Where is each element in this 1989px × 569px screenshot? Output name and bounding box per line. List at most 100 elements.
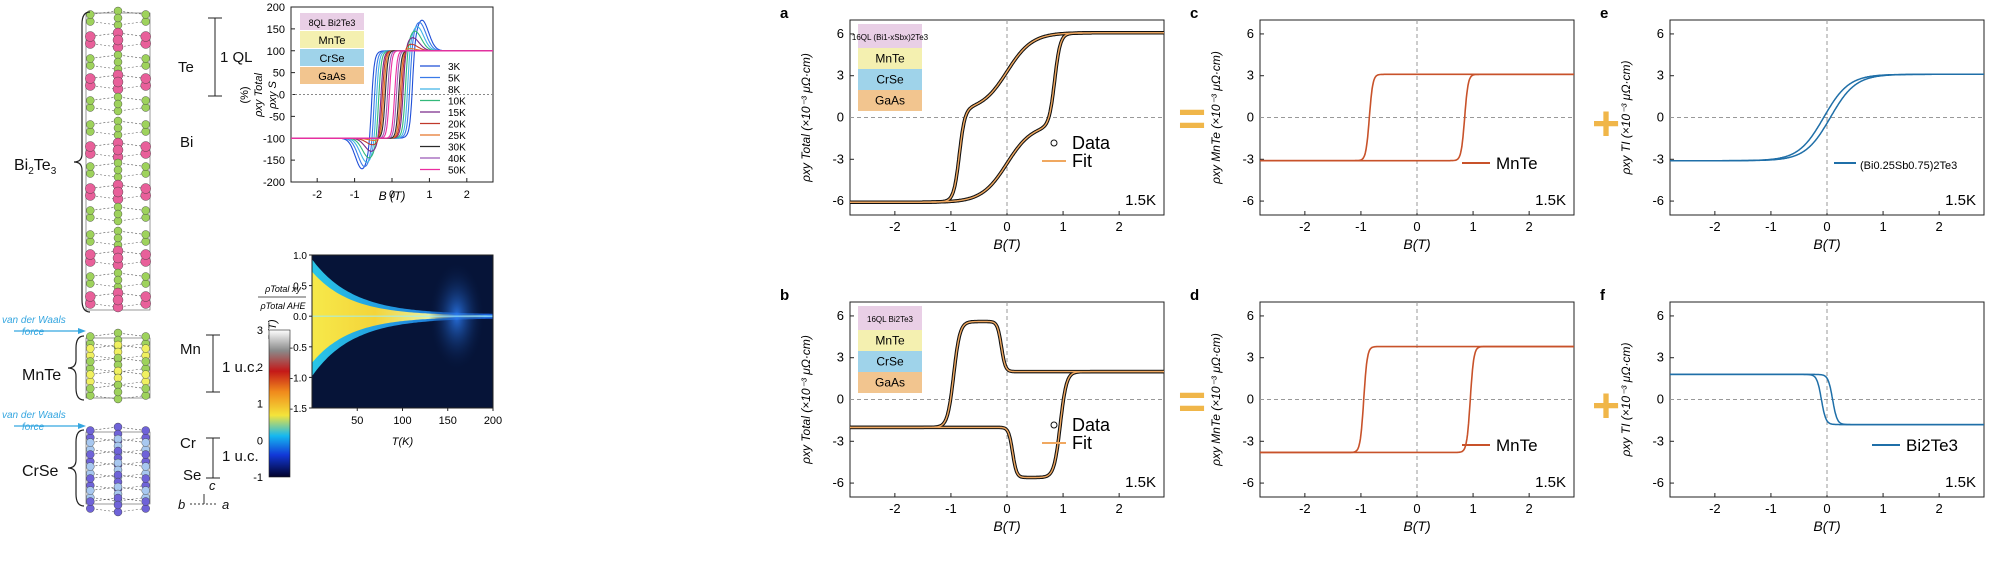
bi-atom [85, 141, 96, 152]
stack-layer [858, 90, 922, 111]
structure-labels: Te Bi 1 QL Bi2Te3 Mn 1 u.c. MnTe Cr 1 u.… [14, 49, 259, 512]
te-atom [141, 61, 150, 70]
stack-layer [858, 330, 922, 351]
y-tick-label: 6 [1247, 26, 1254, 41]
te-atom [86, 162, 95, 171]
bi-atom [85, 291, 96, 302]
te-atom [86, 61, 95, 70]
stack-layer-label: MnTe [875, 334, 905, 348]
panel-letter: f [1600, 287, 1606, 304]
stack-layer [300, 49, 364, 66]
x-tick-label: -2 [1299, 501, 1311, 516]
x-tick-label: 2 [1526, 501, 1533, 516]
ti-curve [1670, 373, 1984, 426]
se-atom [113, 500, 123, 510]
y-tick-label: -150 [263, 155, 285, 167]
x-tick-label: -1 [945, 219, 957, 234]
mn-atom [113, 366, 123, 376]
te-atom [141, 384, 150, 393]
mn-atom [86, 370, 95, 379]
te-atom [113, 165, 123, 175]
y-label-unit: (%) [239, 86, 251, 103]
plus-sign-top: + [1592, 98, 1620, 151]
x-axis-label: T(K) [392, 436, 414, 448]
te-atom [86, 96, 95, 105]
plus-sign-bottom: + [1592, 380, 1620, 433]
panel-a: -2 -1 0 1 2 -6 -3 0 3 6 a B(T) ρxy Total (×10⁻³ μΩ·c… [780, 5, 1165, 252]
stack-layer-label: GaAs [318, 71, 346, 83]
y-tick-label: -3 [1242, 151, 1254, 166]
mn-atom [113, 340, 123, 350]
mn-atom [141, 344, 150, 353]
fit-panels: -2 -1 0 1 2 -6 -3 0 3 6 a B(T) ρxy Total (×10⁻³ μΩ·c… [780, 5, 1985, 534]
stack-layer-label: CrSe [319, 53, 344, 65]
x-axis-label: B(T) [993, 518, 1020, 534]
temperature-label: 1.5K [1945, 192, 1976, 209]
bi-atom [112, 186, 124, 198]
y-tick-label: 6 [1657, 308, 1664, 323]
label-cr: Cr [180, 435, 196, 452]
x-tick-label: 0 [389, 189, 395, 201]
legend-label: MnTe [1496, 154, 1538, 173]
plot-area [1260, 73, 1574, 162]
te-atom [113, 99, 123, 109]
x-tick-label: -1 [945, 501, 957, 516]
stack-layer [300, 67, 364, 84]
y-tick-label: -3 [832, 433, 844, 448]
te-atom [113, 394, 123, 404]
te-atom [141, 120, 150, 129]
bi-atom [140, 73, 151, 84]
x-axis-label: B(T) [993, 236, 1020, 252]
y-tick-label: 3 [1247, 68, 1254, 83]
te-atom [141, 54, 150, 63]
se-atom [113, 422, 123, 432]
x-tick-label: 1 [1469, 501, 1476, 516]
vdw-arrow-head [78, 328, 86, 334]
bi-atom [112, 144, 124, 156]
x-tick-label: 1 [1469, 219, 1476, 234]
vdw-label-1: van der Waals force [2, 315, 66, 338]
stack-layer [858, 306, 922, 330]
te-atom [141, 96, 150, 105]
te-atom [86, 10, 95, 19]
stack-layer-label: GaAs [875, 376, 905, 390]
mn-atom [141, 370, 150, 379]
y-label: ρxy MnTe (×10⁻³ μΩ·cm) [1209, 333, 1223, 467]
te-atom [86, 357, 95, 366]
y-label-num: ρxy Total [253, 73, 265, 118]
se-atom [141, 450, 150, 459]
mn-atom [86, 344, 95, 353]
legend-label: 3K [448, 62, 461, 73]
legend-label: 10K [448, 97, 466, 108]
panel-c: -2 -1 0 1 2 -6 -3 0 3 6 c B(T) ρxy MnTe (×10⁻³ μΩ·cm… [1190, 5, 1575, 252]
x-tick-label: 2 [1116, 501, 1123, 516]
x-tick-label: 1 [1879, 219, 1886, 234]
colorbar-title-den: ρTotal AHE [259, 301, 306, 311]
se-atom [113, 470, 123, 480]
label-uc-1: 1 u.c. [222, 359, 259, 376]
te-atom [141, 357, 150, 366]
cr-atom [86, 462, 95, 471]
y-tick-label: -6 [1652, 475, 1664, 490]
x-tick-label: 1 [1059, 219, 1066, 234]
legend-label: MnTe [1496, 436, 1538, 455]
se-atom [86, 474, 95, 483]
panel-b: -2 -1 0 1 2 -6 -3 0 3 6 b B(T) ρxy Total (×10⁻³ μΩ·c… [780, 287, 1165, 534]
te-atom [86, 332, 95, 341]
layer-stack: 16QL (Bi1-xSbx)2Te3 MnTe CrSe GaAs [852, 24, 929, 111]
colorbar-title-num: ρTotal xy [264, 284, 301, 294]
y-tick-label: -100 [263, 133, 285, 145]
y-axis-label: ρxy MnTe (×10⁻³ μΩ·cm) [1209, 51, 1223, 185]
axis-b-label: b [178, 497, 185, 512]
bi-atom [85, 73, 96, 84]
legend-label: 40K [448, 154, 466, 165]
legend-label: 8K [448, 85, 461, 96]
stack-layer-label: GaAs [875, 94, 905, 108]
brace-bi2te3 [73, 11, 91, 313]
bi-atom [112, 252, 124, 264]
se-atom [141, 426, 150, 435]
stack-layer-label: MnTe [319, 35, 346, 47]
y-tick-label: 200 [267, 2, 285, 14]
y-tick-label: 0.0 [293, 312, 307, 323]
plot-area [850, 31, 1164, 204]
